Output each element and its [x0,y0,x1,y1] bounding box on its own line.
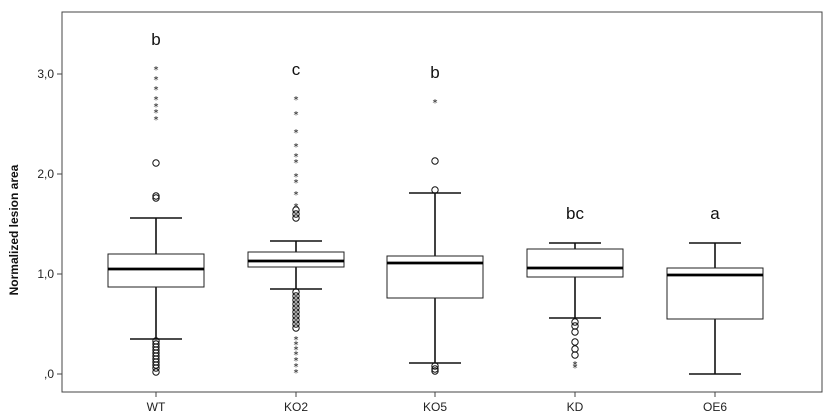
outlier-circle [431,362,439,370]
outlier-star: * [294,368,299,379]
outlier-star: * [154,75,159,86]
significance-letter: c [292,60,301,79]
x-tick-label: KO5 [423,400,447,414]
outlier-star: * [294,158,299,169]
outlier-circle [152,364,160,372]
plot-border [61,11,823,393]
box-iqr [247,251,345,268]
significance-letter: a [710,204,720,223]
box-ko2: *****************c [247,60,345,379]
outlier-circle [292,296,300,304]
outlier-circle [292,292,300,300]
box-kd: **bc [526,204,624,374]
outlier-circle [431,367,439,375]
x-tick-label: OE6 [703,400,727,414]
outlier-star: * [294,190,299,201]
box-wt: *******b [107,30,205,376]
y-tick-label: 1,0 [37,267,54,281]
outlier-circle [292,320,300,328]
outlier-circle [152,361,160,369]
significance-letter: bc [566,204,584,223]
box-iqr [107,253,205,288]
outlier-star: * [573,363,578,374]
outlier-star: * [294,172,299,183]
significance-letter: b [430,63,439,82]
outlier-star: * [154,85,159,96]
outlier-circle [292,214,300,222]
outlier-circle [152,194,160,202]
outlier-circle [431,157,439,165]
y-tick-label: ,0 [44,367,54,381]
box-group: *******b*****************c*b**bc a [107,30,764,379]
outlier-circle [292,304,300,312]
outlier-circle [152,159,160,167]
outlier-star: * [294,362,299,373]
outlier-star: * [294,356,299,367]
outlier-circle [292,316,300,324]
x-axis: WT KO2 KO5 KD OE6 [147,392,727,414]
outlier-star: * [294,110,299,121]
outlier-circle [571,328,579,336]
y-axis-title: Normalized lesion area [7,164,21,295]
outlier-circle [292,206,300,214]
y-axis: ,0 1,0 2,0 3,0 [37,67,62,381]
outlier-star: * [294,152,299,163]
outlier-star: * [154,102,159,113]
outlier-circle [292,324,300,332]
outlier-star: * [154,95,159,106]
significance-letter: b [151,30,160,49]
outlier-circle [152,368,160,376]
outlier-star: * [154,65,159,76]
outlier-circle [292,308,300,316]
outlier-circle [571,318,579,326]
outlier-circle [431,186,439,194]
outlier-circle [292,300,300,308]
box-iqr [666,267,764,320]
x-tick-label: KD [567,400,584,414]
outlier-circle [571,345,579,353]
x-tick-label: KO2 [284,400,308,414]
box-ko5: *b [386,63,484,375]
outlier-star: * [294,128,299,139]
outlier-star: * [433,98,438,109]
y-tick-label: 3,0 [37,67,54,81]
outlier-circle [292,288,300,296]
outlier-star: * [573,360,578,371]
outlier-star: * [154,115,159,126]
outlier-star: * [294,340,299,351]
outlier-circle [571,351,579,359]
outlier-star: * [294,178,299,189]
x-tick-label: WT [147,400,166,414]
outlier-star: * [294,142,299,153]
outlier-circle [292,312,300,320]
box-iqr [526,248,624,278]
box-oe6: a [666,204,764,375]
outlier-star: * [294,350,299,361]
outlier-star: * [154,108,159,119]
outlier-circle [292,210,300,218]
outlier-circle [431,365,439,373]
y-tick-label: 2,0 [37,167,54,181]
outlier-circle [571,322,579,330]
outlier-star: * [294,345,299,356]
outlier-star: * [294,202,299,213]
outlier-circle [571,338,579,346]
outlier-star: * [294,335,299,346]
outlier-circle [152,192,160,200]
outlier-star: * [294,95,299,106]
plot-frame [61,11,823,393]
